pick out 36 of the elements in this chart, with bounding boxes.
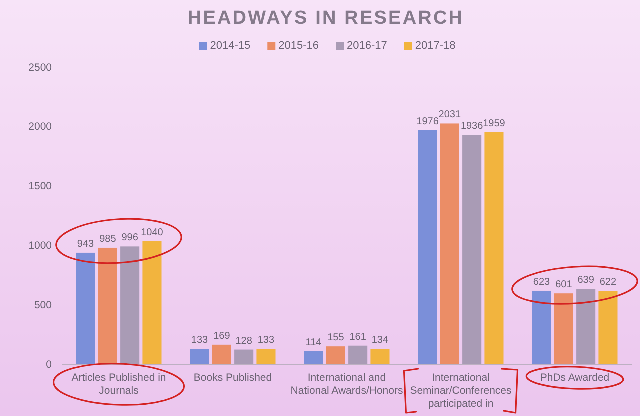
x-tick-label: Books Published [194,372,272,384]
data-label: 114 [306,337,322,348]
y-tick-label: 2000 [28,121,52,134]
y-tick-label: 2500 [28,62,52,74]
data-label: 169 [214,330,231,342]
y-tick-label: 1500 [28,180,52,193]
data-label: 639 [578,275,595,286]
data-label: 996 [122,232,139,244]
legend-label: 2014-15 [210,40,251,52]
y-tick-label: 0 [46,358,52,371]
y-tick-label: 500 [34,299,52,312]
x-tick-label: PhDs Awarded [540,372,610,384]
x-tick-label: Articles Published in Journals [72,372,166,397]
data-label: 985 [100,234,117,245]
data-label: 623 [533,276,551,288]
legend-label: 2016-17 [347,40,388,52]
x-tick-label: International and National Awards/Honors [290,372,404,397]
data-label: 1936 [460,121,484,132]
data-label: 161 [350,332,367,343]
data-label: 1959 [483,118,506,130]
data-label: 1976 [416,116,440,128]
data-label: 155 [328,332,345,344]
legend-label: 2015-16 [278,40,320,52]
data-label: 134 [372,335,390,346]
data-label: 601 [556,280,573,291]
data-label: 1040 [141,227,164,238]
data-label: 128 [236,336,253,347]
x-tick-label: International Seminar/Conferences participated in [410,372,512,410]
data-label: 943 [77,238,95,250]
chart-title: HEADWAYS IN RESEARCH [188,8,464,29]
data-label: 133 [191,335,209,346]
y-tick-label: 1000 [28,240,52,252]
data-label: 133 [258,335,276,346]
data-label: 622 [600,277,618,288]
legend-label: 2017-18 [415,40,456,52]
data-label: 2031 [438,110,462,121]
